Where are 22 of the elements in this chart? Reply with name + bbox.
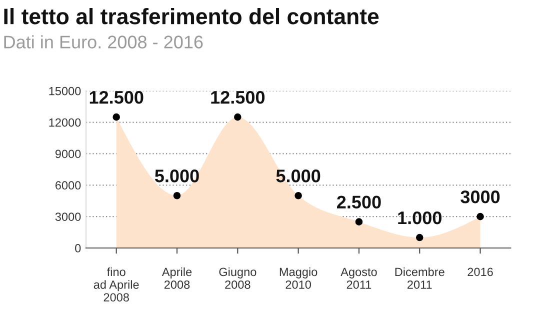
x-tick-label: 2016 [468,268,493,276]
y-tick-label: 9000 [55,150,81,158]
x-tick-label: Giugno 2008 [219,267,256,289]
data-label: 12.500 [90,90,144,104]
data-label: 1.000 [398,211,442,224]
data-label: 12.500 [211,90,265,104]
chart-subtitle: Dati in Euro. 2008 - 2016 [4,35,203,48]
data-label: 5.000 [154,170,199,182]
data-label: 5.000 [276,170,320,182]
x-tick-label: Dicembre 2011 [395,267,444,289]
x-tick-label: fino ad Aprile 2008 [94,267,139,302]
x-tick-label: Maggio 2010 [280,267,318,289]
y-tick-label: 6000 [56,181,81,190]
x-tick-label: Agosto 2011 [340,268,377,289]
chart-title: Il tetto al trasferimento del contante [4,8,379,24]
y-tick-label: 0 [75,244,81,252]
data-label: 2.500 [337,196,381,209]
y-tick-label: 3000 [55,212,81,221]
x-tick-label: Aprile 2008 [162,267,192,289]
data-label: 3000 [460,190,500,204]
y-tick-label: 15000 [49,86,81,96]
y-tick-label: 12000 [49,118,81,127]
